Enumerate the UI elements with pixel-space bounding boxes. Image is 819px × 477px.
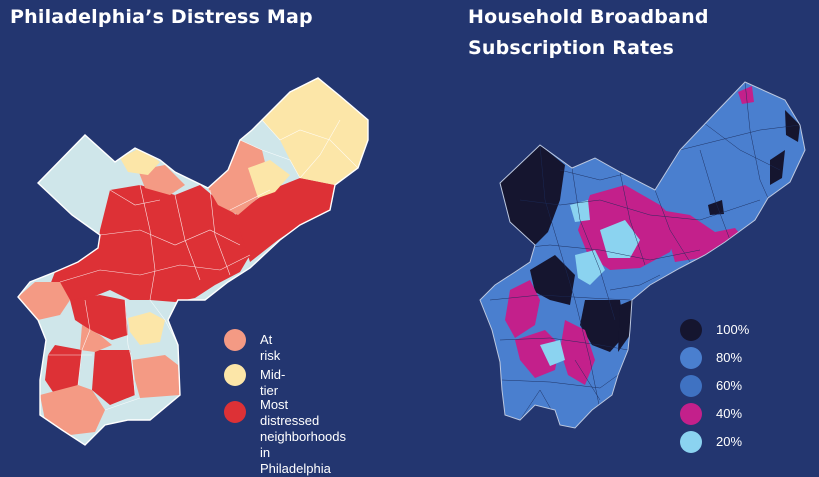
region-at-risk-lower-southwest: [40, 385, 105, 435]
legend-item-40: 40%: [680, 403, 742, 425]
region-at-risk-northwest: [18, 282, 70, 320]
tract-20-north-central: [600, 220, 640, 258]
legend-item-80: 80%: [680, 347, 742, 369]
region-mid-tier-north: [120, 148, 160, 175]
broadband-map-title: Household Broadband Subscription Rates: [468, 6, 709, 59]
legend-swatch-at-risk: [224, 329, 246, 351]
region-most-distressed-north: [50, 185, 255, 302]
legend-label-100: 100%: [716, 322, 750, 337]
tract-100-northwest: [500, 145, 565, 245]
tract-20-south: [540, 340, 565, 366]
tract-40-southwest: [515, 330, 560, 378]
legend-label-20: 20%: [716, 434, 743, 449]
tract-40-northeast: [660, 210, 745, 262]
distress-map-title: Philadelphia’s Distress Map: [10, 6, 313, 28]
tract-20-northwest: [570, 200, 590, 222]
legend-swatch-80: [680, 347, 702, 369]
region-at-risk-southwest-2: [80, 325, 112, 352]
legend-item-most-distressed: Most distressed neighborhoods in Philade…: [224, 397, 346, 477]
tract-100-northeast-2: [770, 150, 785, 185]
region-at-risk-southeast: [132, 355, 180, 398]
tract-40-south: [560, 320, 595, 385]
legend-swatch-40: [680, 403, 702, 425]
legend-label-80: 80%: [716, 350, 743, 365]
left-map-boundaries: [48, 119, 359, 411]
region-most-distressed-northeast: [235, 178, 335, 262]
region-mid-tier-centercity: [128, 312, 165, 345]
tract-100-west: [530, 255, 575, 305]
legend-label-most-distressed: Most distressed neighborhoods in Philade…: [260, 397, 347, 476]
tract-40-far-northeast: [738, 86, 754, 104]
legend-item-100: 100%: [680, 319, 749, 341]
region-mid-tier-far-northeast: [262, 78, 368, 185]
legend-swatch-100: [680, 319, 702, 341]
legend-item-at-risk: At risk: [224, 329, 280, 364]
legend-item-20: 20%: [680, 431, 742, 453]
legend-swatch-mid-tier: [224, 364, 246, 386]
right-map-boundaries: [489, 82, 801, 426]
legend-item-mid-tier: Mid-tier: [224, 364, 285, 399]
legend-swatch-60: [680, 375, 702, 397]
distress-map: [17, 77, 806, 446]
legend-swatch-20: [680, 431, 702, 453]
legend-label-mid-tier: Mid-tier: [260, 367, 286, 398]
tract-100-riverfront: [618, 300, 632, 352]
distress-map-body: [17, 77, 369, 446]
region-most-distressed-south: [92, 350, 135, 405]
tract-40-west: [505, 280, 540, 338]
region-most-distressed-southwest: [45, 345, 82, 395]
legend-label-60: 60%: [716, 378, 743, 393]
broadband-map-body: [479, 81, 806, 429]
region-most-distressed-west: [70, 295, 128, 340]
legend-label-at-risk: At risk: [260, 332, 281, 363]
region-mid-tier-central: [248, 160, 290, 198]
tract-20-west: [575, 250, 605, 285]
tract-100-centercity: [580, 300, 625, 352]
tract-100-northeast-3: [708, 200, 724, 215]
legend-item-60: 60%: [680, 375, 742, 397]
legend-label-40: 40%: [716, 406, 743, 421]
legend-swatch-most-distressed: [224, 401, 246, 423]
